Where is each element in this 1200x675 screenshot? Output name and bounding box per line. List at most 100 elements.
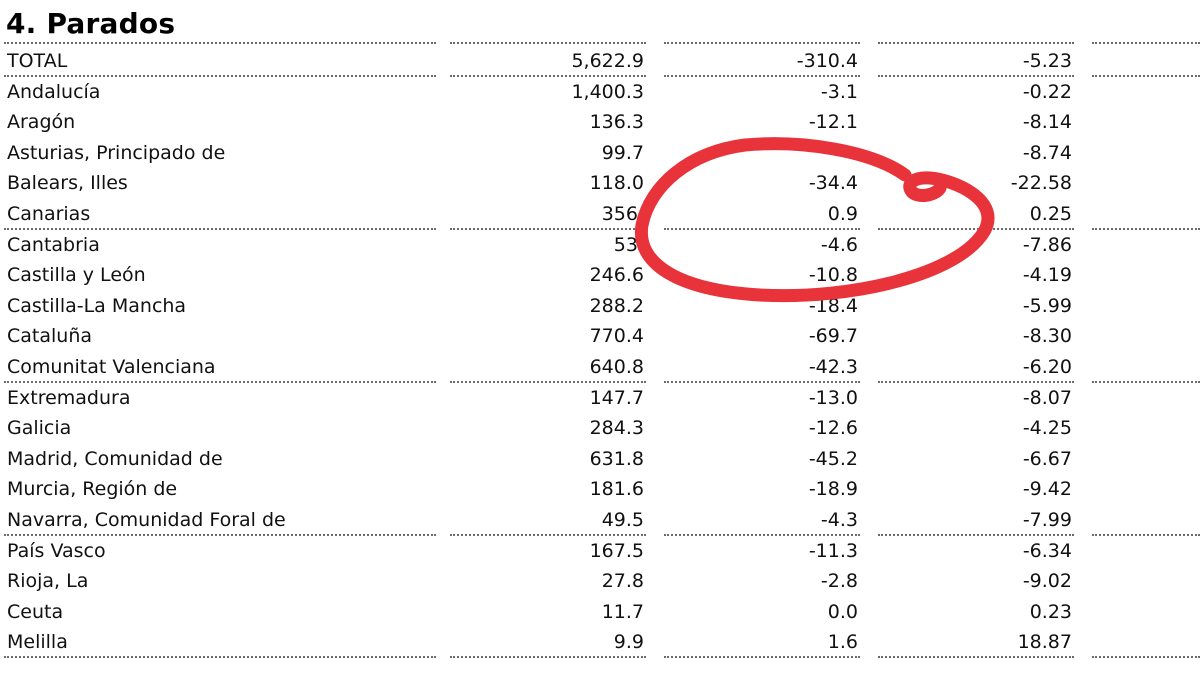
value-col1: 11.7 [601, 600, 644, 623]
value-col3: -6.20 [1022, 355, 1072, 378]
value-col1: 1,400.3 [571, 80, 644, 103]
data-table: TOTAL 5,622.9 -310.4 -5.23 Andalucía 1,400.3 -… [0, 46, 1200, 658]
value-col2: -11.3 [808, 539, 858, 562]
row-separator [664, 74, 860, 77]
value-col1: 181.6 [589, 478, 644, 501]
table-row: Galicia 284.3 -12.6 -4.25 [0, 413, 1200, 444]
table-row: Comunitat Valenciana 640.8 -42.3 -6.20 [0, 352, 1200, 383]
region-name: Balears, Illes [7, 172, 128, 195]
value-col1: 136.3 [589, 111, 644, 134]
value-col2: -2.8 [820, 570, 858, 593]
value-col3: -5.23 [1022, 50, 1072, 72]
row-separator [878, 655, 1074, 658]
value-col1: 770.4 [589, 325, 644, 348]
row-separator [1092, 227, 1200, 230]
row-separator [664, 380, 860, 383]
region-name: Asturias, Principado de [7, 141, 226, 164]
table-row: Canarias 356. 0.9 0.25 [0, 199, 1200, 230]
value-col3: -7.86 [1022, 233, 1072, 256]
region-name: Andalucía [7, 80, 101, 103]
row-separator [878, 74, 1074, 77]
value-col1: 99.7 [601, 141, 644, 164]
value-col1: 288.2 [589, 294, 644, 317]
value-col3: -8.30 [1022, 325, 1072, 348]
value-col2: -69.7 [808, 325, 858, 348]
table-row: TOTAL 5,622.9 -310.4 -5.23 [0, 46, 1200, 77]
region-name: Cantabria [7, 233, 100, 256]
region-name: Aragón [7, 111, 76, 134]
value-col3: -5.99 [1022, 294, 1072, 317]
value-col1: 284.3 [589, 417, 644, 440]
row-separator [450, 74, 646, 77]
value-col1: 49.5 [601, 508, 644, 531]
row-separator [1092, 533, 1200, 536]
row-separator [4, 533, 436, 536]
table-row: País Vasco 167.5 -11.3 -6.34 [0, 536, 1200, 567]
value-col1: 9.9 [613, 631, 644, 654]
value-col3: -6.67 [1022, 447, 1072, 470]
value-col1: 27.8 [601, 570, 644, 593]
value-col2: -4.6 [820, 233, 858, 256]
value-col3: -6.34 [1022, 539, 1072, 562]
table-row: Rioja, La 27.8 -2.8 -9.02 [0, 566, 1200, 597]
value-col2: 1.6 [827, 631, 858, 654]
value-col3: -8.74 [1022, 141, 1072, 164]
row-separator [1092, 380, 1200, 383]
header-rule-col1 [450, 42, 646, 44]
value-col2: -18.4 [808, 294, 858, 317]
region-name: Cataluña [7, 325, 93, 348]
header-rule-name [4, 42, 436, 44]
row-separator [450, 655, 646, 658]
region-name: Murcia, Región de [7, 478, 178, 501]
table-row: Madrid, Comunidad de 631.8 -45.2 -6.67 [0, 444, 1200, 475]
value-col3: -4.25 [1022, 417, 1072, 440]
table-row: Castilla y León 246.6 -10.8 -4.19 [0, 260, 1200, 291]
header-rule-col3 [878, 42, 1074, 44]
region-name: Rioja, La [7, 570, 89, 593]
value-col3: -7.99 [1022, 508, 1072, 531]
row-separator [1092, 655, 1200, 658]
value-col2: -13.0 [808, 386, 858, 409]
value-col1: 356. [601, 202, 644, 225]
row-separator [4, 655, 436, 658]
header-rule-col2 [664, 42, 860, 44]
row-separator [450, 227, 646, 230]
row-separator [4, 74, 436, 77]
value-col2: -3.1 [820, 80, 858, 103]
value-col3: 0.25 [1029, 202, 1072, 225]
value-col1: 147.7 [589, 386, 644, 409]
row-separator [878, 533, 1074, 536]
table-row: Cantabria 53. -4.6 -7.86 [0, 230, 1200, 261]
table-row: Castilla-La Mancha 288.2 -18.4 -5.99 [0, 291, 1200, 322]
value-col3: -9.42 [1022, 478, 1072, 501]
table-row: Extremadura 147.7 -13.0 -8.07 [0, 383, 1200, 414]
row-separator [4, 380, 436, 383]
row-separator [1092, 74, 1200, 77]
table-row: Asturias, Principado de 99.7 -8.74 [0, 138, 1200, 169]
region-name: Madrid, Comunidad de [7, 447, 223, 470]
value-col2: -12.1 [808, 111, 858, 134]
table-row: Navarra, Comunidad Foral de 49.5 -4.3 -7.99 [0, 505, 1200, 536]
region-name: Ceuta [7, 600, 64, 623]
row-separator [664, 655, 860, 658]
value-col3: -8.14 [1022, 111, 1072, 134]
region-name: Castilla-La Mancha [7, 294, 187, 317]
value-col2: 0.9 [827, 202, 858, 225]
value-col2: -45.2 [808, 447, 858, 470]
value-col2: -10.8 [808, 264, 858, 287]
region-name: Navarra, Comunidad Foral de [7, 508, 286, 531]
row-separator [664, 533, 860, 536]
value-col1: 640.8 [589, 355, 644, 378]
value-col2: 0.0 [827, 600, 858, 623]
value-col3: -9.02 [1022, 570, 1072, 593]
value-col1: 246.6 [589, 264, 644, 287]
value-col2 [664, 138, 858, 169]
region-name: Canarias [7, 202, 91, 225]
header-rule-col4 [1092, 42, 1200, 44]
value-col2: -310.4 [796, 50, 858, 72]
value-col1: 631.8 [589, 447, 644, 470]
value-col1: 5,622.9 [571, 50, 644, 72]
value-col1: 118.0 [589, 172, 644, 195]
region-name: Comunitat Valenciana [7, 355, 216, 378]
